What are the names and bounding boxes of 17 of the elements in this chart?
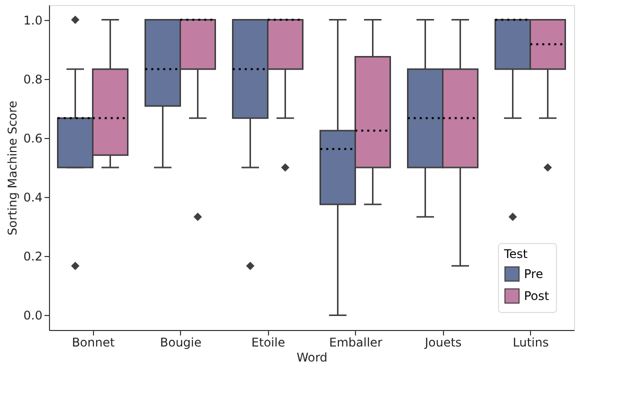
legend-label: Post bbox=[524, 289, 550, 303]
y-tick-label: 1.0 bbox=[23, 13, 42, 28]
y-tick-label: 0.0 bbox=[23, 308, 42, 323]
legend-title: Test bbox=[503, 247, 528, 261]
y-tick-label: 0.4 bbox=[23, 190, 42, 205]
x-tick-label: Jouets bbox=[424, 336, 462, 350]
x-tick-label: Bonnet bbox=[72, 336, 115, 350]
x-tick-label: Lutins bbox=[512, 336, 549, 350]
x-tick-label: Bougie bbox=[160, 336, 202, 350]
x-tick-label: Etoile bbox=[251, 336, 286, 350]
y-axis-title: Sorting Machine Score bbox=[5, 100, 20, 236]
y-tick-label: 0.6 bbox=[23, 131, 42, 146]
legend-label: Pre bbox=[524, 267, 544, 281]
x-axis-title: Word bbox=[296, 350, 328, 364]
y-tick-label: 0.8 bbox=[23, 72, 42, 86]
y-tick-label: 0.2 bbox=[23, 250, 42, 264]
x-tick-label: Emballer bbox=[329, 336, 382, 350]
